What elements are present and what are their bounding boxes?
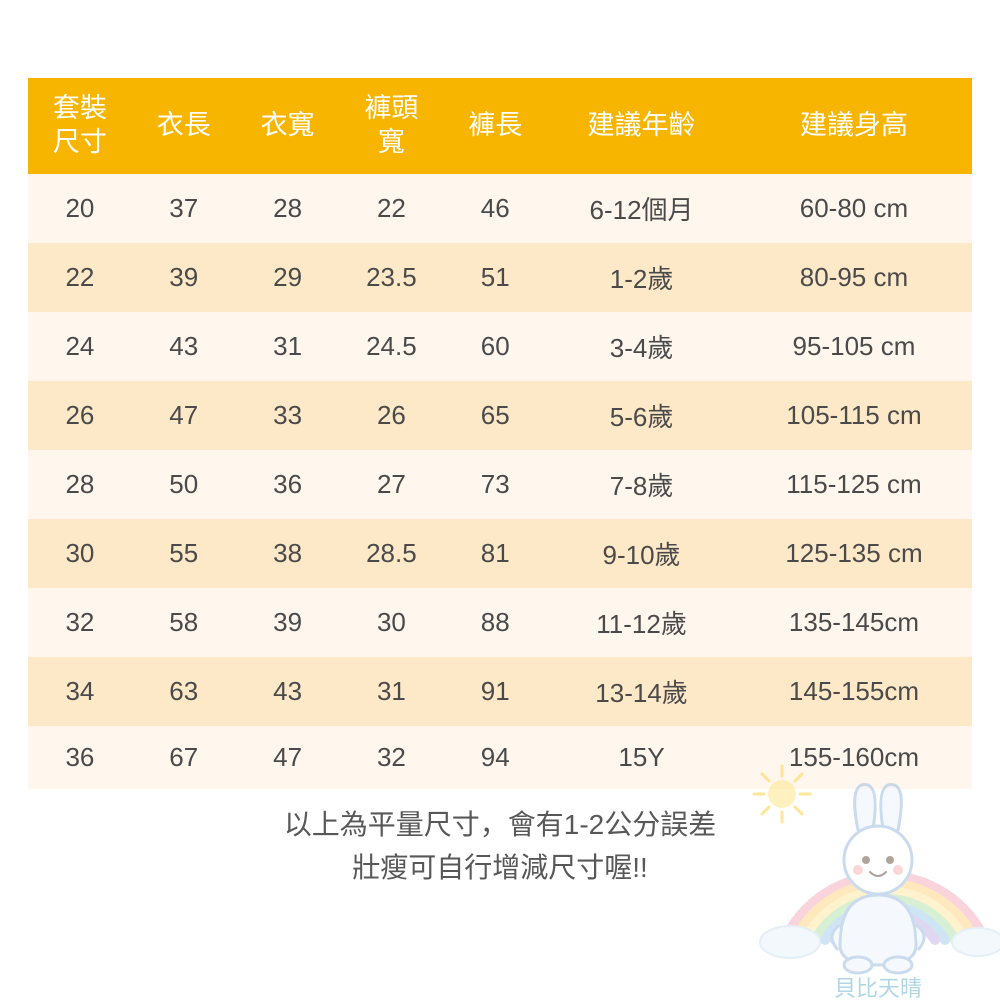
table-row: 28503627737-8歲115-125 cm bbox=[28, 450, 972, 519]
table-row: 22392923.5511-2歲80-95 cm bbox=[28, 243, 972, 312]
table-header-row: 套裝尺寸衣長衣寬褲頭寬褲長建議年齡建議身高 bbox=[28, 78, 972, 174]
size-chart-table: 套裝尺寸衣長衣寬褲頭寬褲長建議年齡建議身高 20372822466-12個月60… bbox=[28, 78, 972, 789]
cell-r8-c3: 32 bbox=[339, 726, 443, 789]
cell-r7-c4: 91 bbox=[443, 657, 547, 726]
cell-r3-c2: 33 bbox=[236, 381, 340, 450]
cell-r7-c5: 13-14歲 bbox=[547, 657, 736, 726]
table-row: 366747329415Y155-160cm bbox=[28, 726, 972, 789]
col-header-0: 套裝尺寸 bbox=[28, 78, 132, 174]
table-header: 套裝尺寸衣長衣寬褲頭寬褲長建議年齡建議身高 bbox=[28, 78, 972, 174]
cell-r7-c0: 34 bbox=[28, 657, 132, 726]
cell-r6-c4: 88 bbox=[443, 588, 547, 657]
cell-r0-c4: 46 bbox=[443, 174, 547, 243]
cell-r6-c6: 135-145cm bbox=[736, 588, 972, 657]
cell-r3-c4: 65 bbox=[443, 381, 547, 450]
cell-r4-c2: 36 bbox=[236, 450, 340, 519]
cell-r2-c1: 43 bbox=[132, 312, 236, 381]
table-row: 30553828.5819-10歲125-135 cm bbox=[28, 519, 972, 588]
cell-r2-c2: 31 bbox=[236, 312, 340, 381]
cell-r5-c6: 125-135 cm bbox=[736, 519, 972, 588]
brand-text: 貝比天晴 bbox=[834, 976, 922, 1000]
cell-r0-c3: 22 bbox=[339, 174, 443, 243]
cell-r5-c1: 55 bbox=[132, 519, 236, 588]
cell-r6-c1: 58 bbox=[132, 588, 236, 657]
table-row: 346343319113-14歲145-155cm bbox=[28, 657, 972, 726]
table-body: 20372822466-12個月60-80 cm22392923.5511-2歲… bbox=[28, 174, 972, 789]
col-header-4: 褲長 bbox=[443, 78, 547, 174]
cell-r1-c0: 22 bbox=[28, 243, 132, 312]
cell-r2-c6: 95-105 cm bbox=[736, 312, 972, 381]
cell-r5-c0: 30 bbox=[28, 519, 132, 588]
cell-r0-c0: 20 bbox=[28, 174, 132, 243]
col-header-2: 衣寬 bbox=[236, 78, 340, 174]
footer-line-1: 以上為平量尺寸，會有1-2公分誤差 bbox=[28, 803, 972, 846]
cell-r3-c0: 26 bbox=[28, 381, 132, 450]
cell-r3-c6: 105-115 cm bbox=[736, 381, 972, 450]
cell-r1-c5: 1-2歲 bbox=[547, 243, 736, 312]
cell-r6-c2: 39 bbox=[236, 588, 340, 657]
cell-r7-c2: 43 bbox=[236, 657, 340, 726]
cell-r4-c4: 73 bbox=[443, 450, 547, 519]
cell-r6-c5: 11-12歲 bbox=[547, 588, 736, 657]
table-row: 24433124.5603-4歲95-105 cm bbox=[28, 312, 972, 381]
cell-r4-c1: 50 bbox=[132, 450, 236, 519]
cell-r4-c3: 27 bbox=[339, 450, 443, 519]
cell-r6-c3: 30 bbox=[339, 588, 443, 657]
cell-r2-c3: 24.5 bbox=[339, 312, 443, 381]
cell-r7-c6: 145-155cm bbox=[736, 657, 972, 726]
cell-r2-c5: 3-4歲 bbox=[547, 312, 736, 381]
cell-r8-c2: 47 bbox=[236, 726, 340, 789]
cell-r1-c1: 39 bbox=[132, 243, 236, 312]
cell-r0-c5: 6-12個月 bbox=[547, 174, 736, 243]
cell-r3-c1: 47 bbox=[132, 381, 236, 450]
table-row: 20372822466-12個月60-80 cm bbox=[28, 174, 972, 243]
cell-r6-c0: 32 bbox=[28, 588, 132, 657]
cell-r0-c2: 28 bbox=[236, 174, 340, 243]
col-header-6: 建議身高 bbox=[736, 78, 972, 174]
cell-r8-c5: 15Y bbox=[547, 726, 736, 789]
footer-line-2: 壯瘦可自行增減尺寸喔!! bbox=[28, 846, 972, 889]
cell-r1-c6: 80-95 cm bbox=[736, 243, 972, 312]
cell-r3-c3: 26 bbox=[339, 381, 443, 450]
cell-r2-c0: 24 bbox=[28, 312, 132, 381]
cell-r1-c4: 51 bbox=[443, 243, 547, 312]
cell-r7-c1: 63 bbox=[132, 657, 236, 726]
cell-r7-c3: 31 bbox=[339, 657, 443, 726]
cell-r1-c2: 29 bbox=[236, 243, 340, 312]
cell-r5-c4: 81 bbox=[443, 519, 547, 588]
cell-r3-c5: 5-6歲 bbox=[547, 381, 736, 450]
cell-r5-c2: 38 bbox=[236, 519, 340, 588]
cell-r4-c5: 7-8歲 bbox=[547, 450, 736, 519]
footer-note: 以上為平量尺寸，會有1-2公分誤差 壯瘦可自行增減尺寸喔!! bbox=[28, 803, 972, 890]
table-row: 26473326655-6歲105-115 cm bbox=[28, 381, 972, 450]
cell-r4-c0: 28 bbox=[28, 450, 132, 519]
col-header-3: 褲頭寬 bbox=[339, 78, 443, 174]
cell-r2-c4: 60 bbox=[443, 312, 547, 381]
col-header-5: 建議年齡 bbox=[547, 78, 736, 174]
cell-r8-c0: 36 bbox=[28, 726, 132, 789]
cell-r1-c3: 23.5 bbox=[339, 243, 443, 312]
cell-r0-c1: 37 bbox=[132, 174, 236, 243]
cell-r0-c6: 60-80 cm bbox=[736, 174, 972, 243]
cell-r5-c5: 9-10歲 bbox=[547, 519, 736, 588]
size-chart-container: 套裝尺寸衣長衣寬褲頭寬褲長建議年齡建議身高 20372822466-12個月60… bbox=[28, 78, 972, 889]
cell-r4-c6: 115-125 cm bbox=[736, 450, 972, 519]
col-header-1: 衣長 bbox=[132, 78, 236, 174]
cell-r5-c3: 28.5 bbox=[339, 519, 443, 588]
cell-r8-c4: 94 bbox=[443, 726, 547, 789]
cell-r8-c1: 67 bbox=[132, 726, 236, 789]
cell-r8-c6: 155-160cm bbox=[736, 726, 972, 789]
table-row: 325839308811-12歲135-145cm bbox=[28, 588, 972, 657]
